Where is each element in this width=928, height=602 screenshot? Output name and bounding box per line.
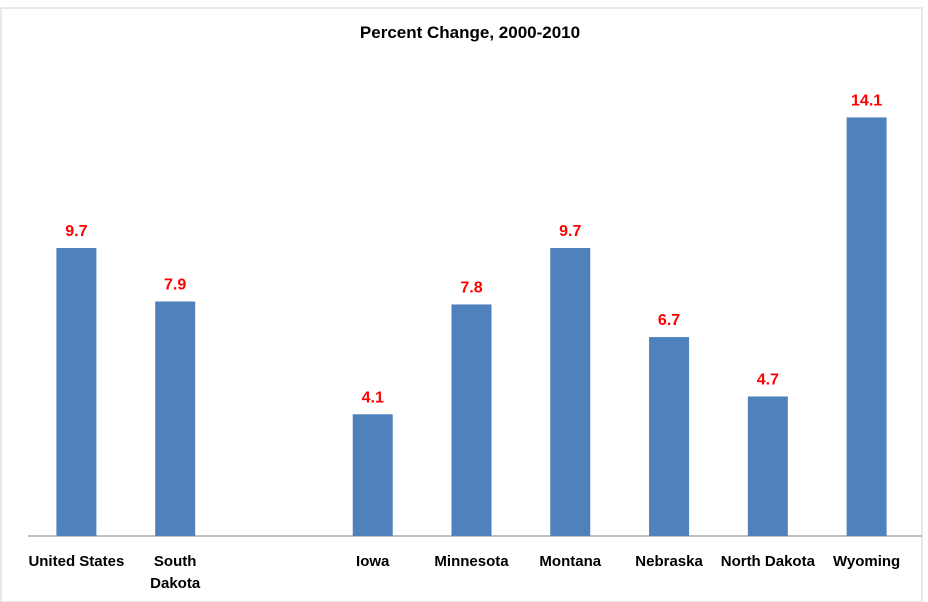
data-label: 4.1 <box>362 389 384 406</box>
data-label: 9.7 <box>559 223 581 240</box>
data-label: 6.7 <box>658 312 680 329</box>
x-tick-label: Montana <box>539 553 602 570</box>
x-tick-label: Minnesota <box>434 553 509 570</box>
bar <box>155 301 196 536</box>
x-tick-label: North Dakota <box>720 553 815 570</box>
x-tick-label: Nebraska <box>635 553 703 570</box>
x-tick-label: United States <box>28 553 125 570</box>
chart-border <box>0 7 923 602</box>
data-label: 9.7 <box>65 223 87 240</box>
bar <box>56 248 97 536</box>
x-tick-label: South Dakota <box>150 553 201 592</box>
data-label: 7.8 <box>460 279 482 296</box>
bar <box>747 396 788 536</box>
bar <box>846 117 887 536</box>
data-label: 4.7 <box>757 371 779 388</box>
bar <box>451 304 492 536</box>
x-tick-label: Iowa <box>356 553 390 570</box>
data-label: 7.9 <box>164 276 186 293</box>
bar <box>352 414 393 536</box>
data-label: 14.1 <box>851 92 882 109</box>
bar <box>550 248 591 536</box>
bar <box>649 337 690 536</box>
chart-title: Percent Change, 2000-2010 <box>360 23 580 42</box>
x-tick-label: Wyoming <box>832 553 901 570</box>
